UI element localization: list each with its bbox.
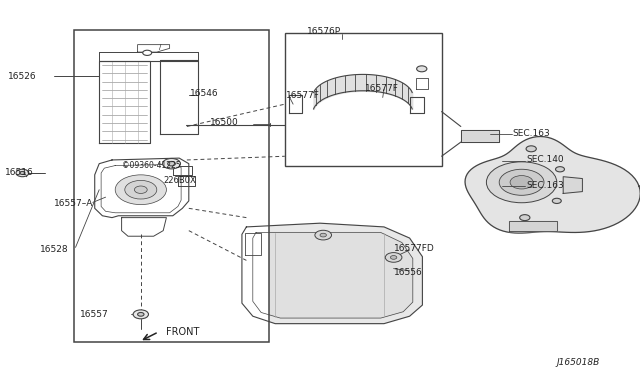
Circle shape (556, 167, 564, 172)
Text: /: / (159, 44, 161, 49)
Polygon shape (410, 97, 424, 113)
Circle shape (526, 146, 536, 152)
Text: 16557: 16557 (80, 310, 109, 319)
Polygon shape (509, 221, 557, 231)
Text: 16576P: 16576P (307, 27, 341, 36)
Text: 226B0X: 226B0X (164, 176, 196, 185)
Circle shape (499, 169, 544, 195)
Text: 16577F: 16577F (286, 91, 320, 100)
Text: J165018B: J165018B (557, 358, 600, 367)
Bar (285, 33, 442, 166)
Polygon shape (99, 61, 150, 143)
Polygon shape (563, 177, 582, 193)
Text: 16577F: 16577F (365, 84, 399, 93)
Circle shape (20, 171, 25, 174)
Text: 16546: 16546 (190, 89, 219, 98)
Circle shape (125, 180, 157, 199)
Circle shape (138, 312, 144, 316)
Circle shape (320, 233, 326, 237)
Polygon shape (122, 218, 166, 236)
Polygon shape (173, 166, 192, 175)
Circle shape (390, 256, 397, 259)
Polygon shape (245, 232, 261, 255)
Polygon shape (242, 223, 422, 324)
Text: 16516: 16516 (5, 168, 34, 177)
Text: 16500: 16500 (210, 118, 239, 126)
Text: 16577FD: 16577FD (394, 244, 435, 253)
Bar (74, 30, 269, 342)
Polygon shape (160, 60, 198, 134)
Text: SEC.163: SEC.163 (513, 129, 550, 138)
Circle shape (163, 158, 180, 169)
Text: FRONT: FRONT (166, 327, 200, 337)
Circle shape (115, 175, 166, 205)
Circle shape (134, 186, 147, 193)
Circle shape (16, 169, 29, 177)
Circle shape (417, 66, 427, 72)
Circle shape (486, 162, 557, 203)
Circle shape (315, 230, 332, 240)
Polygon shape (95, 158, 189, 218)
Text: 16526: 16526 (8, 72, 37, 81)
Polygon shape (253, 232, 413, 318)
Circle shape (510, 176, 533, 189)
Circle shape (168, 161, 175, 166)
Polygon shape (178, 176, 195, 186)
Circle shape (552, 198, 561, 203)
Circle shape (143, 50, 152, 55)
Text: 16556: 16556 (394, 268, 422, 277)
Text: SEC.140: SEC.140 (526, 155, 564, 164)
Polygon shape (416, 78, 428, 89)
Circle shape (385, 253, 402, 262)
Text: 16528: 16528 (40, 245, 69, 254)
Text: 16557–A: 16557–A (54, 199, 94, 208)
Text: SEC.163: SEC.163 (526, 181, 564, 190)
Polygon shape (138, 45, 170, 52)
Polygon shape (101, 164, 181, 213)
Polygon shape (289, 95, 302, 113)
Polygon shape (465, 137, 640, 233)
Text: ©09360-41225: ©09360-41225 (122, 161, 180, 170)
Polygon shape (461, 130, 499, 142)
Circle shape (133, 310, 148, 319)
Circle shape (520, 215, 530, 221)
